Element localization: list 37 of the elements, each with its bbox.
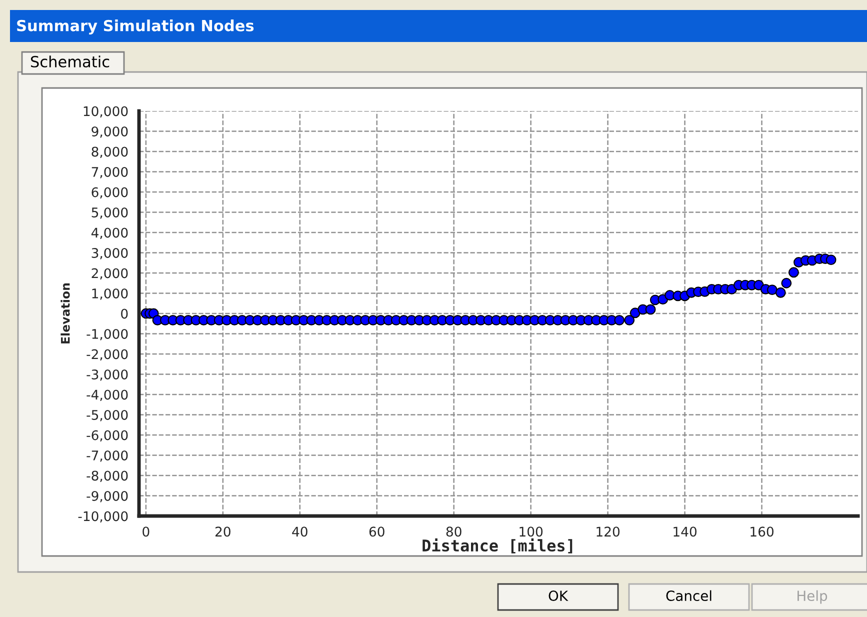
x-tick-label: 80 xyxy=(446,526,462,537)
x-tick-label: 60 xyxy=(369,526,384,537)
text: OK xyxy=(548,590,568,602)
y-tick-label: 3,000 xyxy=(92,248,128,260)
y-tick-label: 1,000 xyxy=(92,288,128,300)
x-tick-label: 160 xyxy=(750,526,774,537)
y-tick-label: 7,000 xyxy=(92,166,128,178)
x-tick-label: 120 xyxy=(596,526,620,537)
y-tick-label: -3,000 xyxy=(86,369,128,381)
y-tick-label: 8,000 xyxy=(92,146,128,158)
x-tick-label: 100 xyxy=(520,526,543,537)
text: Schematic xyxy=(30,56,110,68)
y-tick-label: 2,000 xyxy=(92,268,128,280)
y-tick-label: -1,000 xyxy=(86,328,128,340)
y-tick-label: 5,000 xyxy=(92,207,128,219)
x-axis-title: Distance [miles] xyxy=(422,538,572,554)
y-axis-title: Elevation xyxy=(60,283,70,344)
x-tick-label: 20 xyxy=(215,526,230,537)
y-tick-label: -2,000 xyxy=(86,349,128,361)
y-tick-label: -7,000 xyxy=(86,450,128,462)
y-tick-label: 10,000 xyxy=(84,106,128,118)
x-tick-label: 0 xyxy=(142,526,150,537)
y-tick-label: -4,000 xyxy=(86,390,128,402)
text: Cancel xyxy=(666,590,712,602)
y-tick-label: -9,000 xyxy=(86,490,128,502)
chart-title: Summary Simulation Nodes xyxy=(17,20,254,34)
y-tick-label: -5,000 xyxy=(86,410,128,422)
x-tick-label: 40 xyxy=(292,526,308,537)
y-tick-label: 0 xyxy=(121,308,128,319)
y-tick-label: 9,000 xyxy=(92,126,128,138)
y-tick-label: 6,000 xyxy=(92,187,128,199)
y-tick-label: -10,000 xyxy=(78,511,128,523)
x-tick-label: 140 xyxy=(674,526,697,537)
y-tick-label: -8,000 xyxy=(86,470,128,482)
y-tick-label: -6,000 xyxy=(86,430,128,442)
y-tick-label: 4,000 xyxy=(91,228,128,240)
text: Help xyxy=(798,590,828,604)
